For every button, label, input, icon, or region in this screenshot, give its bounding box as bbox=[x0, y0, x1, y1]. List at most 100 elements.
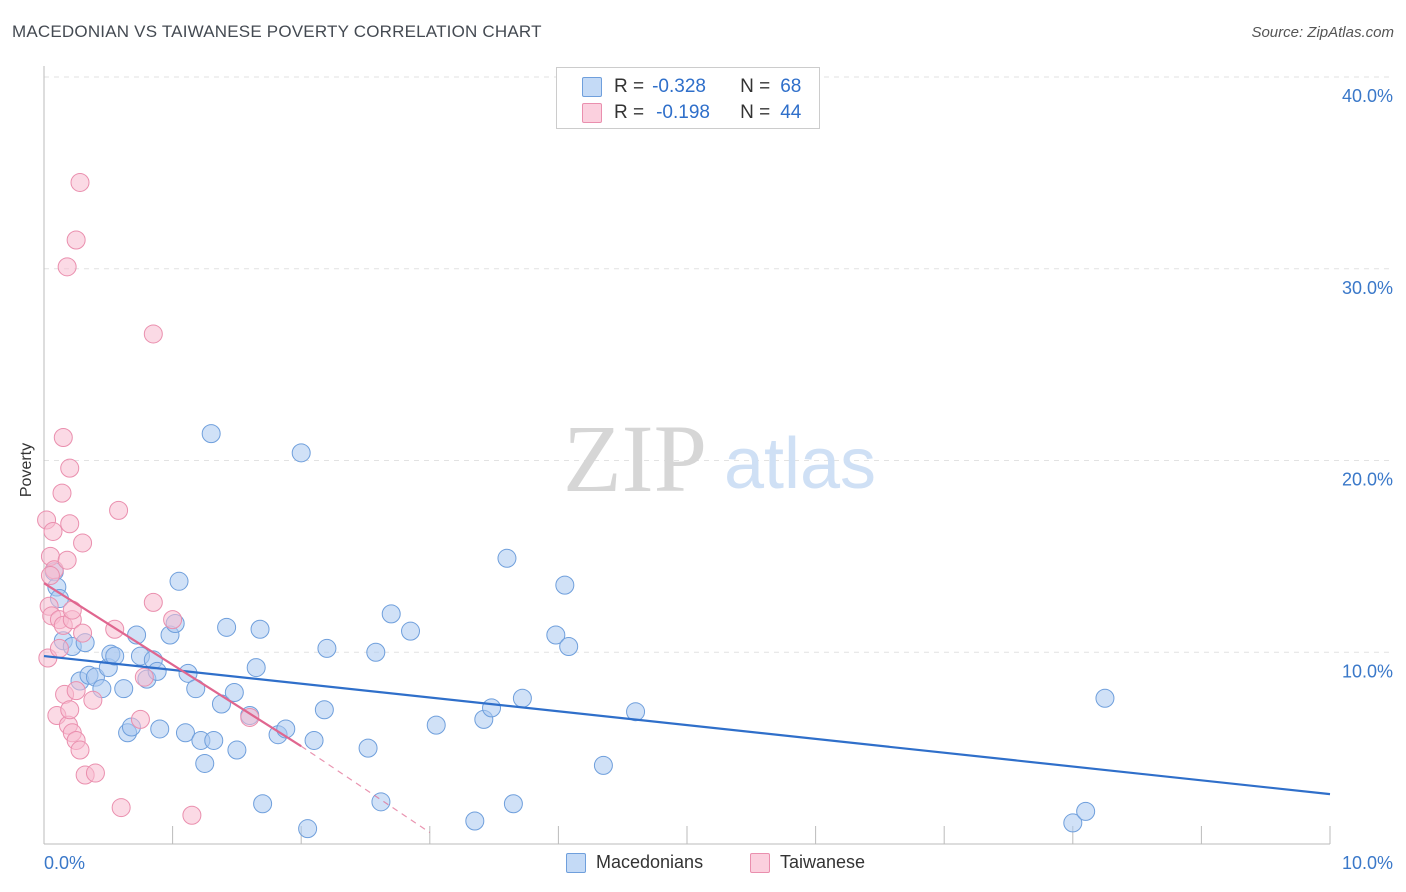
macedonians-n-value: 68 bbox=[780, 76, 802, 97]
taiwanese-point bbox=[70, 740, 90, 760]
macedonian-point bbox=[227, 740, 247, 760]
macedonian-point bbox=[246, 658, 266, 678]
macedonian-point bbox=[175, 723, 195, 743]
macedonian-point bbox=[497, 548, 517, 568]
macedonian-point bbox=[1095, 688, 1115, 708]
macedonian-point bbox=[559, 636, 579, 656]
taiwanese-point bbox=[40, 566, 60, 586]
stats-legend-box: R = -0.328 N = 68 R = -0.198 N = 44 bbox=[556, 67, 820, 129]
taiwanese-point bbox=[163, 610, 183, 630]
macedonian-point bbox=[304, 730, 324, 750]
x-tick-label-min: 0.0% bbox=[44, 853, 85, 873]
macedonian-point bbox=[114, 679, 134, 699]
taiwanese-point bbox=[52, 483, 72, 503]
taiwanese-point bbox=[130, 709, 150, 729]
macedonians-r-value: -0.328 bbox=[652, 76, 706, 97]
macedonian-point bbox=[366, 642, 386, 662]
legend-item-taiwanese[interactable]: Taiwanese bbox=[750, 852, 865, 873]
chart-title: MACEDONIAN VS TAIWANESE POVERTY CORRELAT… bbox=[12, 22, 542, 41]
macedonian-point bbox=[217, 617, 237, 637]
macedonian-point bbox=[169, 571, 189, 591]
macedonian-point bbox=[314, 700, 334, 720]
macedonian-point bbox=[546, 625, 566, 645]
macedonian-point bbox=[224, 683, 244, 703]
taiwanese-point bbox=[240, 707, 260, 727]
bottom-legend: Macedonians Taiwanese bbox=[0, 852, 1406, 878]
taiwanese-point bbox=[70, 172, 90, 192]
macedonian-point bbox=[503, 794, 523, 814]
macedonian-point bbox=[426, 715, 446, 735]
macedonian-point bbox=[1076, 801, 1096, 821]
taiwanese-r-value: -0.198 bbox=[656, 102, 710, 123]
taiwanese-point bbox=[43, 521, 63, 541]
macedonians-trend-line bbox=[43, 654, 1331, 796]
trend-lines bbox=[43, 582, 1331, 833]
grid-lines bbox=[44, 76, 1392, 653]
stats-row-macedonians: R = -0.328 N = 68 bbox=[582, 75, 801, 99]
taiwanese-point bbox=[83, 690, 103, 710]
taiwanese-point bbox=[111, 798, 131, 818]
y-tick-label: 20.0% bbox=[1342, 470, 1393, 490]
taiwanese-r-label: R = bbox=[614, 102, 645, 123]
source-label: Source: ZipAtlas.com bbox=[1251, 24, 1394, 41]
watermark-atlas: atlas bbox=[724, 424, 876, 504]
taiwanese-point bbox=[85, 763, 105, 783]
taiwanese-point bbox=[60, 458, 80, 478]
macedonian-point bbox=[358, 738, 378, 758]
legend-swatch-macedonians bbox=[566, 852, 586, 873]
macedonian-point bbox=[253, 794, 273, 814]
taiwanese-trend-line bbox=[43, 582, 302, 748]
y-tick-label: 40.0% bbox=[1342, 86, 1393, 106]
taiwanese-n-value: 44 bbox=[780, 102, 802, 123]
macedonian-point bbox=[195, 753, 215, 773]
taiwanese-point bbox=[49, 638, 69, 658]
macedonians-swatch bbox=[582, 77, 602, 97]
taiwanese-point bbox=[60, 514, 80, 534]
macedonians-r-label: R = bbox=[614, 76, 645, 97]
x-tick-label-max: 10.0% bbox=[1342, 853, 1393, 873]
taiwanese-swatch bbox=[582, 103, 602, 123]
y-tick-label: 10.0% bbox=[1342, 661, 1393, 681]
taiwanese-point bbox=[66, 681, 86, 701]
macedonian-point bbox=[291, 443, 311, 463]
taiwanese-trend-extension bbox=[300, 745, 431, 833]
macedonian-point bbox=[201, 424, 221, 444]
macedonian-point bbox=[250, 619, 270, 639]
macedonian-point bbox=[482, 698, 502, 718]
macedonian-point bbox=[401, 621, 421, 641]
macedonian-point bbox=[298, 819, 318, 839]
taiwanese-point bbox=[109, 500, 129, 520]
taiwanese-point bbox=[73, 623, 93, 643]
taiwanese-point bbox=[57, 257, 77, 277]
legend-label-taiwanese: Taiwanese bbox=[780, 852, 866, 872]
macedonian-point bbox=[150, 719, 170, 739]
taiwanese-n-label: N = bbox=[740, 102, 771, 123]
macedonians-n-label: N = bbox=[740, 76, 771, 97]
macedonian-point bbox=[105, 646, 125, 666]
taiwanese-point bbox=[62, 600, 82, 620]
taiwanese-point bbox=[73, 533, 93, 553]
tick-labels: 10.0% 20.0% 30.0% 40.0% 0.0% 10.0% bbox=[44, 86, 1393, 873]
macedonian-point bbox=[555, 575, 575, 595]
stats-row-taiwanese: R = -0.198 N = 44 bbox=[582, 101, 801, 125]
taiwanese-point bbox=[134, 667, 154, 687]
taiwanese-point bbox=[57, 550, 77, 570]
taiwanese-point bbox=[143, 592, 163, 612]
y-tick-label: 30.0% bbox=[1342, 278, 1393, 298]
taiwanese-point bbox=[53, 427, 73, 447]
data-points bbox=[37, 172, 1115, 839]
taiwanese-point bbox=[60, 700, 80, 720]
legend-item-macedonians[interactable]: Macedonians bbox=[566, 852, 703, 873]
watermark: ZIP atlas bbox=[563, 405, 876, 512]
macedonian-point bbox=[465, 811, 485, 831]
macedonian-point bbox=[1063, 813, 1083, 833]
macedonian-point bbox=[381, 604, 401, 624]
taiwanese-point bbox=[143, 324, 163, 344]
macedonian-point bbox=[204, 730, 224, 750]
macedonian-point bbox=[593, 755, 613, 775]
legend-label-macedonians: Macedonians bbox=[596, 852, 704, 872]
taiwanese-point bbox=[182, 805, 202, 825]
legend-swatch-taiwanese bbox=[750, 852, 770, 873]
macedonian-point bbox=[317, 638, 337, 658]
